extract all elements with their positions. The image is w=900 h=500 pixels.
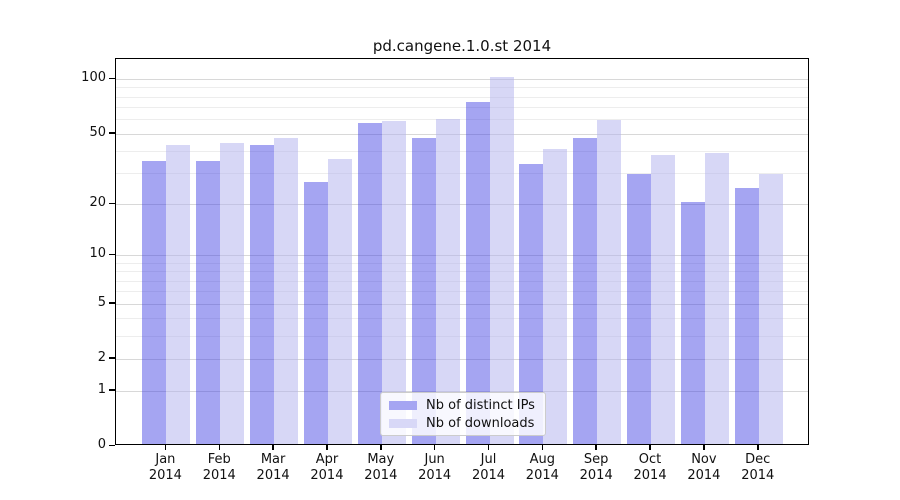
major-gridline xyxy=(116,358,808,360)
bar-distinct-ips-apr xyxy=(303,182,328,444)
legend: Nb of distinct IPs Nb of downloads xyxy=(380,392,546,436)
minor-gridline xyxy=(116,263,808,264)
minor-gridline xyxy=(116,271,808,273)
x-tick-mark xyxy=(164,445,167,450)
bar-distinct-ips-sep xyxy=(573,138,598,444)
x-tick-mark xyxy=(326,445,328,450)
chart-title: pd.cangene.1.0.st 2014 xyxy=(372,37,552,55)
y-tick-mark xyxy=(109,253,115,256)
plot-area xyxy=(115,58,809,445)
y-tick-label: 10 xyxy=(89,246,106,262)
x-tick-mark xyxy=(703,445,705,450)
x-tick-label-jul: Jul 2014 xyxy=(471,452,506,483)
y-tick-mark xyxy=(109,389,115,391)
y-tick-label: 20 xyxy=(89,195,106,211)
bar-downloads-aug xyxy=(543,148,568,444)
bar-downloads-oct xyxy=(651,154,676,444)
x-tick-mark xyxy=(272,445,274,450)
y-tick-mark xyxy=(109,302,115,304)
y-tick-mark xyxy=(109,77,115,80)
bar-distinct-ips-feb xyxy=(196,161,221,444)
y-tick-label: 100 xyxy=(81,70,106,86)
x-tick-mark xyxy=(380,445,382,450)
bar-downloads-apr xyxy=(327,159,352,444)
y-tick-mark xyxy=(109,202,115,205)
bar-downloads-jul xyxy=(489,77,514,444)
bar-distinct-ips-nov xyxy=(680,202,705,444)
legend-entry: Nb of downloads xyxy=(389,416,537,431)
x-tick-label-jan: Jan 2014 xyxy=(148,452,182,483)
major-gridline xyxy=(116,133,808,135)
x-tick-mark xyxy=(433,445,436,450)
bar-downloads-mar xyxy=(274,138,299,444)
minor-gridline xyxy=(116,150,808,152)
minor-gridline xyxy=(116,291,808,293)
minor-gridline xyxy=(116,280,808,282)
bar-downloads-dec xyxy=(758,173,783,444)
minor-gridline xyxy=(116,107,808,109)
bar-distinct-ips-dec xyxy=(734,188,759,444)
x-tick-label-mar: Mar 2014 xyxy=(256,452,290,483)
bar-downloads-may xyxy=(381,121,406,444)
bar-distinct-ips-oct xyxy=(627,173,652,444)
x-tick-label-jun: Jun 2014 xyxy=(418,452,452,483)
y-tick-label: 2 xyxy=(97,349,106,365)
bar-downloads-nov xyxy=(704,152,729,444)
bar-distinct-ips-jan xyxy=(142,161,167,444)
major-gridline xyxy=(116,390,808,392)
y-tick-mark xyxy=(109,444,115,446)
x-tick-mark xyxy=(649,445,651,450)
bar-downloads-jan xyxy=(166,145,191,444)
y-tick-mark xyxy=(109,132,115,134)
legend-label: Nb of distinct IPs xyxy=(426,397,535,413)
y-tick-label: 0 xyxy=(97,437,106,452)
x-tick-label-sep: Sep 2014 xyxy=(579,452,613,483)
x-tick-label-nov: Nov 2014 xyxy=(687,452,721,483)
x-tick-mark xyxy=(595,445,597,450)
major-gridline xyxy=(116,79,808,81)
y-tick-label: 5 xyxy=(97,294,106,310)
minor-gridline xyxy=(116,318,808,320)
x-tick-label-aug: Aug 2014 xyxy=(525,452,559,483)
y-tick-label: 1 xyxy=(97,381,106,397)
x-tick-label-dec: Dec 2014 xyxy=(741,452,775,483)
x-tick-mark xyxy=(218,445,220,450)
x-tick-label-oct: Oct 2014 xyxy=(633,452,667,483)
legend-entry: Nb of distinct IPs xyxy=(389,398,537,413)
major-gridline xyxy=(116,303,808,305)
bar-distinct-ips-mar xyxy=(250,145,275,444)
y-tick-mark xyxy=(109,357,115,359)
minor-gridline xyxy=(116,87,808,89)
minor-gridline xyxy=(116,119,808,121)
minor-gridline xyxy=(116,335,808,337)
major-gridline xyxy=(116,255,808,257)
bar-downloads-sep xyxy=(597,119,622,444)
x-tick-label-may: May 2014 xyxy=(364,452,398,483)
bar-downloads-feb xyxy=(220,143,245,444)
bar-downloads-jun xyxy=(435,118,460,444)
legend-label: Nb of downloads xyxy=(426,415,535,431)
major-gridline xyxy=(116,204,808,206)
x-tick-mark xyxy=(757,445,759,450)
legend-swatch-distinct-ips xyxy=(389,400,417,410)
minor-gridline xyxy=(116,96,808,98)
y-tick-label: 50 xyxy=(89,124,106,140)
bar-distinct-ips-may xyxy=(357,122,382,444)
minor-gridline xyxy=(116,173,808,175)
x-tick-label-feb: Feb 2014 xyxy=(202,452,236,483)
x-tick-mark xyxy=(541,445,544,450)
x-tick-mark xyxy=(487,445,490,450)
bar-distinct-ips-jul xyxy=(465,101,490,444)
x-tick-label-apr: Apr 2014 xyxy=(310,452,344,483)
legend-swatch-downloads xyxy=(389,418,417,428)
